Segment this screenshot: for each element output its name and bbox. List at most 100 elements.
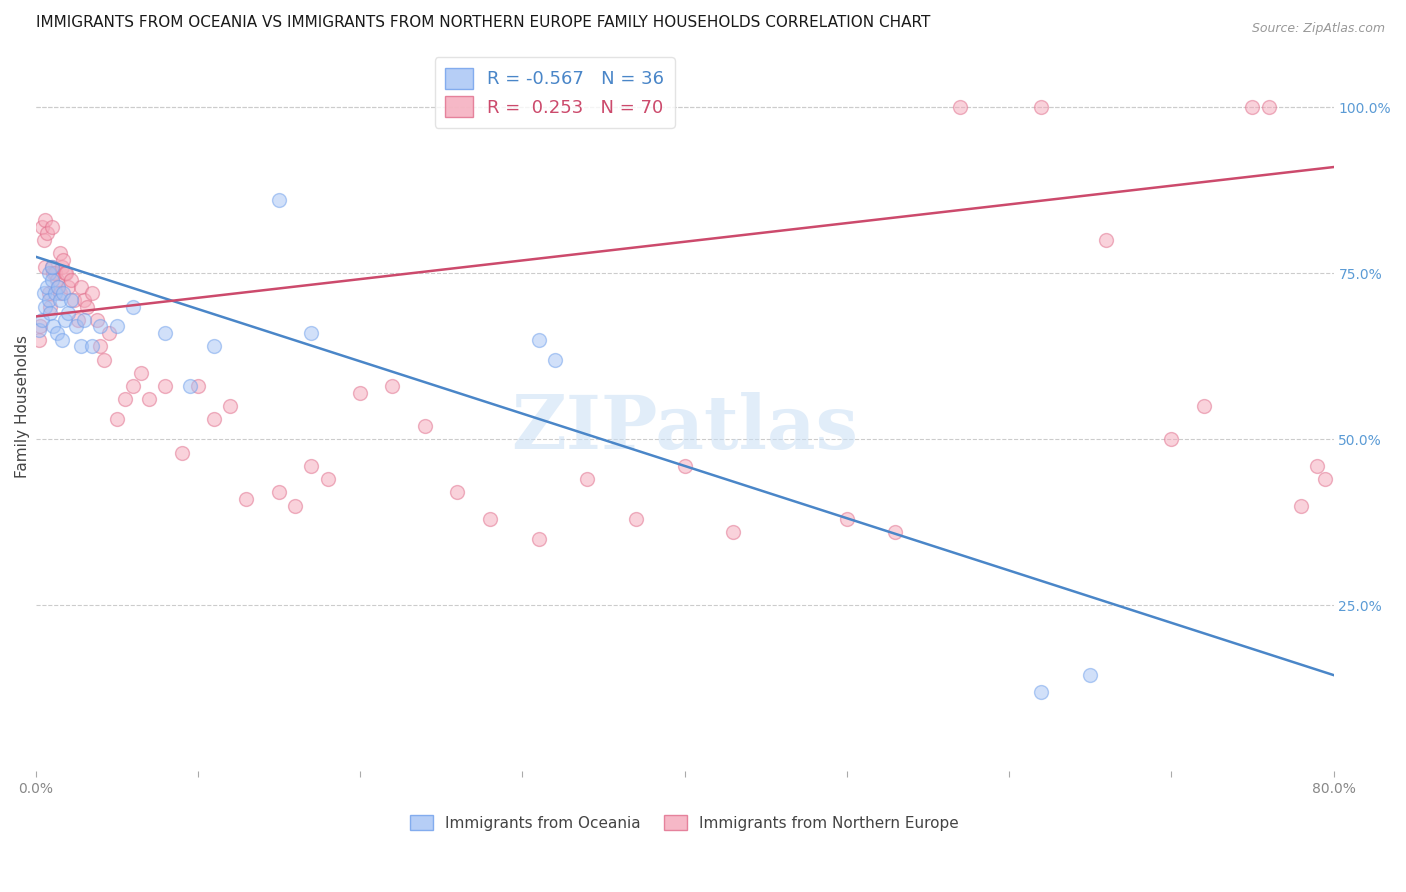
Point bbox=[138, 392, 160, 407]
Y-axis label: Family Households: Family Households bbox=[15, 334, 30, 477]
Point bbox=[53, 266, 76, 280]
Point bbox=[673, 458, 696, 473]
Point bbox=[1160, 433, 1182, 447]
Point bbox=[413, 419, 436, 434]
Point bbox=[284, 499, 307, 513]
Point bbox=[28, 323, 51, 337]
Point bbox=[316, 472, 339, 486]
Point bbox=[46, 279, 69, 293]
Legend: Immigrants from Oceania, Immigrants from Northern Europe: Immigrants from Oceania, Immigrants from… bbox=[404, 808, 965, 837]
Point bbox=[34, 213, 56, 227]
Point bbox=[46, 279, 69, 293]
Point bbox=[105, 319, 128, 334]
Point bbox=[82, 339, 104, 353]
Point bbox=[38, 286, 60, 301]
Point bbox=[41, 219, 63, 234]
Point bbox=[122, 379, 145, 393]
Point bbox=[1289, 499, 1312, 513]
Point bbox=[56, 279, 79, 293]
Point bbox=[381, 379, 404, 393]
Point bbox=[76, 300, 98, 314]
Point bbox=[60, 273, 83, 287]
Point bbox=[267, 485, 290, 500]
Point bbox=[624, 512, 647, 526]
Point bbox=[38, 266, 60, 280]
Point bbox=[44, 286, 66, 301]
Point bbox=[155, 326, 177, 340]
Point bbox=[202, 412, 225, 426]
Point bbox=[949, 100, 972, 114]
Point bbox=[114, 392, 136, 407]
Point bbox=[73, 293, 96, 307]
Point bbox=[44, 266, 66, 280]
Text: IMMIGRANTS FROM OCEANIA VS IMMIGRANTS FROM NORTHERN EUROPE FAMILY HOUSEHOLDS COR: IMMIGRANTS FROM OCEANIA VS IMMIGRANTS FR… bbox=[35, 15, 929, 30]
Point bbox=[53, 313, 76, 327]
Text: Source: ZipAtlas.com: Source: ZipAtlas.com bbox=[1251, 22, 1385, 36]
Point bbox=[122, 300, 145, 314]
Point bbox=[105, 412, 128, 426]
Point bbox=[299, 326, 322, 340]
Point bbox=[1031, 684, 1053, 698]
Point bbox=[31, 219, 53, 234]
Point bbox=[32, 233, 55, 247]
Point bbox=[32, 286, 55, 301]
Point bbox=[49, 246, 72, 260]
Point bbox=[82, 286, 104, 301]
Point bbox=[41, 260, 63, 274]
Point bbox=[89, 339, 111, 353]
Point bbox=[34, 300, 56, 314]
Point bbox=[52, 286, 75, 301]
Point bbox=[42, 319, 65, 334]
Point bbox=[527, 333, 550, 347]
Point bbox=[1095, 233, 1118, 247]
Point bbox=[299, 458, 322, 473]
Point bbox=[55, 266, 77, 280]
Point bbox=[835, 512, 858, 526]
Point bbox=[1315, 472, 1337, 486]
Point bbox=[45, 273, 67, 287]
Point bbox=[97, 326, 120, 340]
Point bbox=[544, 352, 567, 367]
Point bbox=[34, 260, 56, 274]
Point bbox=[42, 266, 65, 280]
Text: ZIPatlas: ZIPatlas bbox=[510, 392, 858, 465]
Point bbox=[38, 293, 60, 307]
Point bbox=[41, 273, 63, 287]
Point bbox=[45, 326, 67, 340]
Point bbox=[31, 313, 53, 327]
Point bbox=[49, 286, 72, 301]
Point bbox=[30, 319, 52, 334]
Point bbox=[576, 472, 599, 486]
Point bbox=[267, 194, 290, 208]
Point bbox=[1257, 100, 1279, 114]
Point bbox=[35, 227, 58, 241]
Point bbox=[721, 525, 744, 540]
Point bbox=[170, 445, 193, 459]
Point bbox=[235, 492, 257, 507]
Point bbox=[187, 379, 209, 393]
Point bbox=[60, 293, 83, 307]
Point bbox=[51, 333, 73, 347]
Point bbox=[179, 379, 201, 393]
Point bbox=[51, 260, 73, 274]
Point bbox=[202, 339, 225, 353]
Point bbox=[884, 525, 907, 540]
Point bbox=[70, 339, 93, 353]
Point bbox=[129, 366, 152, 380]
Point bbox=[349, 385, 371, 400]
Point bbox=[49, 293, 72, 307]
Point bbox=[73, 313, 96, 327]
Point bbox=[28, 333, 51, 347]
Point bbox=[155, 379, 177, 393]
Point bbox=[1241, 100, 1264, 114]
Point bbox=[56, 306, 79, 320]
Point bbox=[1031, 100, 1053, 114]
Point bbox=[1078, 668, 1101, 682]
Point bbox=[35, 279, 58, 293]
Point bbox=[1306, 458, 1329, 473]
Point bbox=[52, 253, 75, 268]
Point bbox=[65, 319, 87, 334]
Point bbox=[86, 313, 108, 327]
Point bbox=[63, 293, 86, 307]
Point bbox=[41, 260, 63, 274]
